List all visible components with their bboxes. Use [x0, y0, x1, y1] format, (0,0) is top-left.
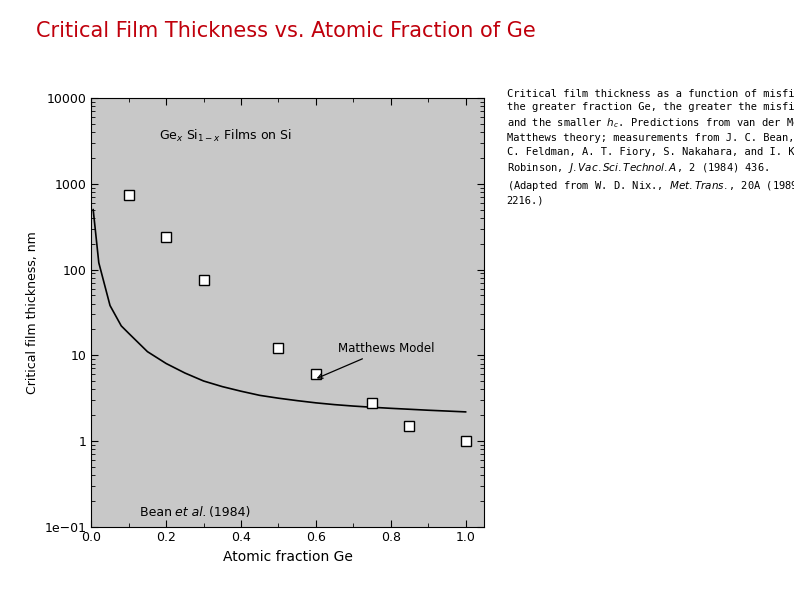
Text: Critical Film Thickness vs. Atomic Fraction of Ge: Critical Film Thickness vs. Atomic Fract…	[36, 21, 536, 41]
Text: Critical film thickness as a function of misfit strain;
the greater fraction Ge,: Critical film thickness as a function of…	[507, 89, 794, 206]
Text: Matthews Model: Matthews Model	[318, 342, 435, 378]
X-axis label: Atomic fraction Ge: Atomic fraction Ge	[223, 550, 353, 564]
Text: (1984): (1984)	[206, 506, 251, 519]
Text: Bean: Bean	[140, 506, 176, 519]
Y-axis label: Critical film thickness, nm: Critical film thickness, nm	[26, 231, 39, 394]
Text: et al.: et al.	[175, 506, 206, 519]
Text: Ge$_x$ Si$_{1-x}$ Films on Si: Ge$_x$ Si$_{1-x}$ Films on Si	[159, 128, 291, 144]
